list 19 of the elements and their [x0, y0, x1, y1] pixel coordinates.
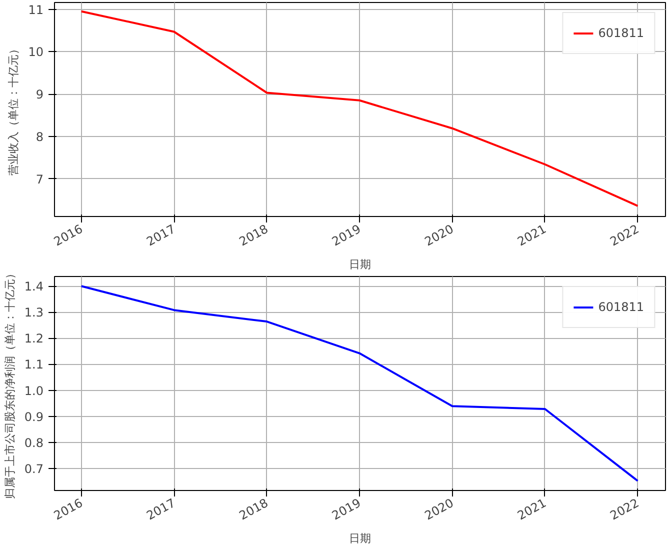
y-axis-title: 归属于上市公司股东的净利润（单位：十亿元） [3, 268, 16, 499]
y-tick-label: 0.7 [24, 462, 44, 476]
y-tick-label: 1.1 [24, 358, 44, 372]
y-tick-label: 1.2 [24, 332, 44, 346]
y-tick-label: 0.9 [24, 410, 44, 424]
y-tick-label: 1.3 [24, 306, 44, 320]
y-tick-label: 10 [28, 45, 44, 60]
y-tick-label: 7 [36, 172, 44, 186]
y-tick-label: 1.4 [24, 280, 44, 294]
y-axis-title: 营业收入（单位：十亿元） [7, 44, 20, 176]
x-axis-title: 日期 [349, 532, 371, 546]
y-tick-label: 9 [36, 88, 44, 102]
y-tick-label: 0.8 [24, 436, 44, 450]
y-tick-label: 11 [28, 2, 44, 17]
x-axis-title: 日期 [349, 258, 371, 272]
y-tick-label: 8 [36, 130, 44, 144]
legend-label: 601811 [598, 26, 644, 40]
y-tick-label: 1.0 [24, 384, 44, 398]
legend-label: 601811 [598, 300, 644, 314]
